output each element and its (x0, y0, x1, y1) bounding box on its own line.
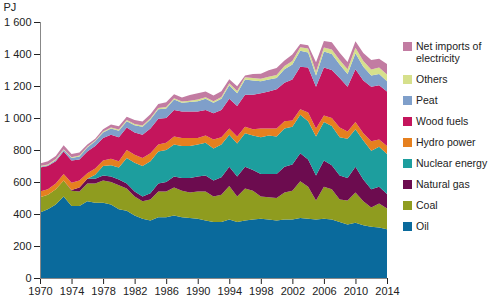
html-text:Natural gas: Natural gas (416, 178, 470, 190)
svg-text:1982: 1982 (123, 285, 147, 297)
svg-text:1990: 1990 (186, 285, 210, 297)
html-text:Peat: Peat (416, 94, 438, 106)
html-text:Nuclear energy: Nuclear energy (416, 157, 488, 169)
html-text:Coal: Coal (416, 199, 438, 211)
svg-text:1994: 1994 (218, 285, 242, 297)
svg-text:1 600: 1 600 (4, 16, 32, 28)
svg-text:PJ: PJ (4, 1, 17, 13)
svg-text:1978: 1978 (91, 285, 115, 297)
svg-text:2006: 2006 (312, 285, 336, 297)
html-text:Others: Others (416, 73, 448, 85)
html-text:Hydro power: Hydro power (416, 136, 476, 148)
svg-text:2002: 2002 (281, 285, 305, 297)
svg-text:800: 800 (13, 144, 31, 156)
html-text:Net imports of electricity: Net imports of electricity (416, 40, 482, 64)
svg-text:2010: 2010 (344, 285, 368, 297)
svg-text:1970: 1970 (28, 285, 52, 297)
svg-text:2014: 2014 (375, 285, 399, 297)
svg-text:1 000: 1 000 (4, 112, 32, 124)
svg-text:1998: 1998 (249, 285, 273, 297)
html-text:Oil: Oil (416, 220, 429, 232)
svg-text:1986: 1986 (154, 285, 178, 297)
svg-text:1974: 1974 (60, 285, 84, 297)
svg-text:400: 400 (13, 208, 31, 220)
html-text:Wood fuels: Wood fuels (416, 115, 469, 127)
svg-text:0: 0 (25, 272, 31, 284)
svg-text:200: 200 (13, 240, 31, 252)
svg-text:600: 600 (13, 176, 31, 188)
svg-text:1 400: 1 400 (4, 48, 32, 60)
svg-text:1 200: 1 200 (4, 80, 32, 92)
